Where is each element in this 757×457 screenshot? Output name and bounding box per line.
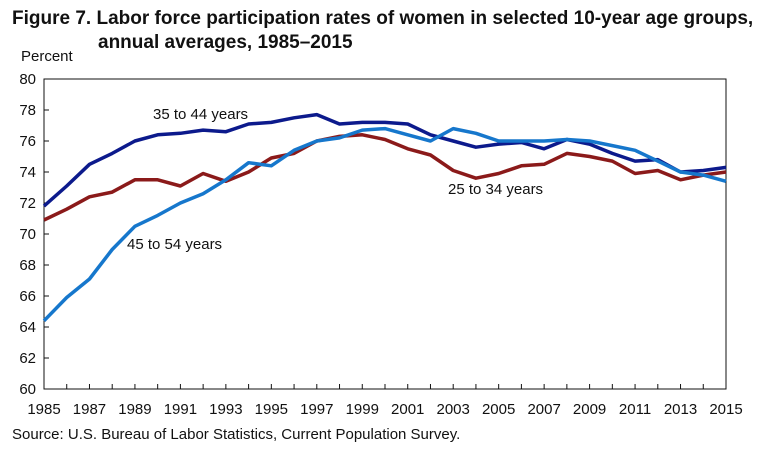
x-axis: 1985 1987 1989 1991 1993 1995 1997 1999 2001 2003…: [27, 384, 743, 418]
x-tick-label: 1999: [346, 401, 379, 418]
y-tick-label: 60: [19, 381, 36, 398]
x-tick-label: 2013: [664, 401, 697, 418]
series-label-35-44: 35 to 44 years: [153, 106, 248, 123]
y-tick-label: 64: [19, 319, 36, 336]
x-tick-label: 2015: [709, 401, 742, 418]
y-tick-label: 76: [19, 133, 36, 150]
x-tick-label: 2009: [573, 401, 606, 418]
y-tick-label: 66: [19, 288, 36, 305]
series-lines: [42, 112, 727, 323]
x-tick-label: 1987: [73, 401, 106, 418]
series-line-25-to-34-years: [43, 133, 727, 222]
series-label-45-54: 45 to 54 years: [127, 236, 222, 253]
x-tick-label: 1985: [27, 401, 60, 418]
y-axis: 60 62 64 66 68 70 72 74 76 78 80: [19, 71, 49, 398]
y-axis-label: Percent: [21, 48, 74, 65]
y-tick-label: 68: [19, 257, 36, 274]
x-tick-label: 1995: [255, 401, 288, 418]
y-tick-label: 70: [19, 226, 36, 243]
x-tick-label: 2007: [527, 401, 560, 418]
chart-title-line-1: Figure 7. Labor force participation rate…: [12, 8, 754, 29]
x-tick-label: 2001: [391, 401, 424, 418]
x-tick-label: 2011: [619, 401, 651, 418]
chart-title: Figure 7. Labor force participation rate…: [12, 7, 753, 55]
x-tick-label: 1997: [300, 401, 333, 418]
series-line-35-to-44-years: [42, 112, 727, 208]
y-tick-label: 78: [19, 102, 36, 119]
x-tick-label: 2005: [482, 401, 515, 418]
y-tick-label: 80: [19, 71, 36, 88]
y-tick-label: 72: [19, 195, 36, 212]
chart-title-line-2: annual averages, 1985–2015: [98, 32, 353, 53]
series-line-45-to-54-years: [42, 126, 727, 323]
x-tick-label: 2003: [437, 401, 470, 418]
y-tick-label: 74: [19, 164, 36, 181]
plot-area-frame: [43, 78, 727, 390]
series-label-25-34: 25 to 34 years: [448, 181, 543, 198]
source-note: Source: U.S. Bureau of Labor Statistics,…: [12, 426, 461, 443]
x-tick-label: 1993: [209, 401, 242, 418]
x-tick-label: 1989: [118, 401, 151, 418]
y-tick-label: 62: [19, 350, 36, 367]
x-tick-label: 1991: [164, 401, 197, 418]
